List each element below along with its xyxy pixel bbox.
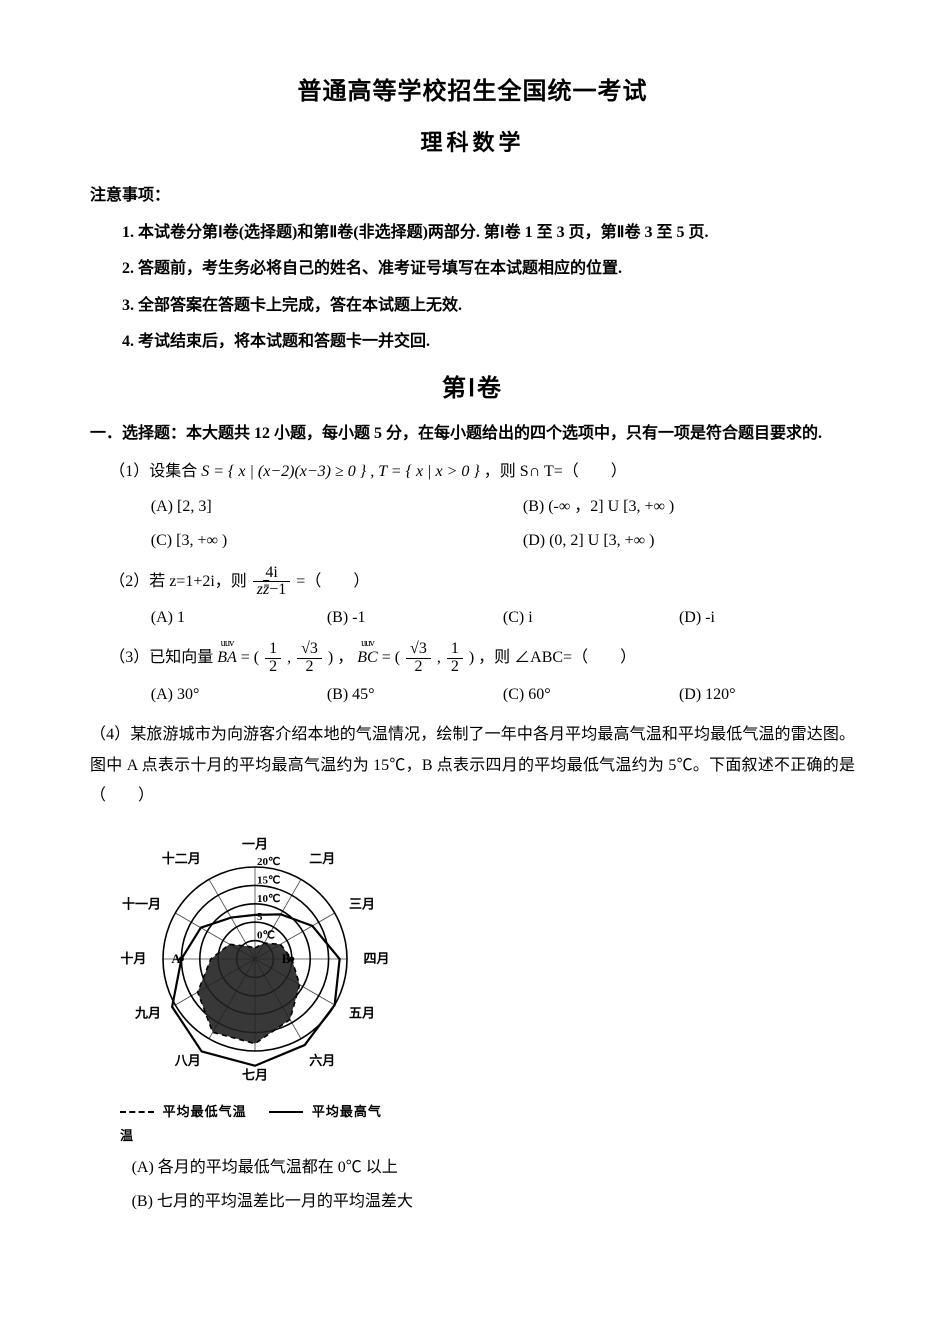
question-3: （3）已知向量 BA = ( 12 , √32 ) ， BC = ( √32 ,… [90, 641, 855, 710]
q3-mid: ， [337, 649, 353, 666]
q2-suffix: =（ ） [296, 572, 369, 589]
svg-text:六月: 六月 [309, 1053, 335, 1068]
option-B: (B) (-∞ ，2] U [3, +∞ ) [523, 492, 855, 522]
q1-prefix: （1）设集合 [109, 463, 201, 480]
svg-text:五月: 五月 [349, 1005, 375, 1020]
q3-prefix: （3）已知向量 [109, 649, 217, 666]
legend-high-label: 平均最高气温 [120, 1104, 382, 1144]
q4-stem: （4）某旅游城市为向游客介绍本地的气温情况，绘制了一年中各月平均最高气温和平均最… [90, 720, 855, 811]
question-2: （2）若 z=1+2i，则 4i zz̄−1 =（ ） (A) 1 (B) -1… [90, 565, 855, 634]
svg-text:5: 5 [257, 911, 263, 923]
svg-text:四月: 四月 [364, 951, 390, 966]
q3-stem: （3）已知向量 BA = ( 12 , √32 ) ， BC = ( √32 ,… [109, 641, 855, 676]
option-D: (D) 120° [679, 680, 855, 710]
notice-heading: 注意事项： [90, 181, 855, 211]
svg-text:一月: 一月 [242, 836, 268, 851]
part-title: 第Ⅰ卷 [90, 367, 855, 413]
notice-item: 3. 全部答案在答题卡上完成，答在本试题上无效. [122, 291, 855, 321]
q2-fraction: 4i zz̄−1 [253, 565, 291, 600]
legend-dash-icon [120, 1111, 154, 1113]
exam-page: 普通高等学校招生全国统一考试 理科数学 注意事项： 1. 本试卷分第Ⅰ卷(选择题… [0, 0, 945, 1337]
svg-text:九月: 九月 [134, 1005, 161, 1020]
option-D: (D) (0, 2] U [3, +∞ ) [523, 526, 855, 556]
svg-text:0℃: 0℃ [257, 929, 275, 941]
page-title: 普通高等学校招生全国统一考试 [90, 70, 855, 116]
q3-BA-value: = ( [241, 649, 259, 666]
svg-text:八月: 八月 [174, 1053, 201, 1068]
svg-text:三月: 三月 [349, 896, 375, 911]
notice-item: 1. 本试卷分第Ⅰ卷(选择题)和第Ⅱ卷(非选择题)两部分. 第Ⅰ卷 1 至 3 … [122, 218, 855, 248]
q2-options: (A) 1 (B) -1 (C) i (D) -i [109, 603, 855, 633]
svg-text:15℃: 15℃ [257, 874, 280, 886]
legend-solid-icon [269, 1111, 303, 1113]
radar-legend: 平均最低气温 平均最高气温 [120, 1100, 390, 1149]
svg-text:七月: 七月 [242, 1067, 268, 1082]
option-C: (C) i [503, 603, 679, 633]
notice-item: 4. 考试结束后，将本试题和答题卡一并交回. [122, 327, 855, 357]
svg-text:十月: 十月 [120, 951, 146, 966]
q1-stem: （1）设集合 S = { x | (x−2)(x−3) ≥ 0 } , T = … [109, 457, 855, 487]
notice-item: 2. 答题前，考生务必将自己的姓名、准考证号填写在本试题相应的位置. [122, 254, 855, 284]
legend-low-label: 平均最低气温 [163, 1104, 247, 1119]
radar-chart: 0℃ 5 10℃ 15℃ 20℃ 一月二月三月四月五月六月七月 八月 九月 十月 十一月 十二月 A B… [120, 820, 390, 1149]
notice-list: 1. 本试卷分第Ⅰ卷(选择题)和第Ⅱ卷(非选择题)两部分. 第Ⅰ卷 1 至 3 … [90, 218, 855, 358]
option-B: (B) 七月的平均温差比一月的平均温差大 [132, 1187, 855, 1217]
svg-text:10℃: 10℃ [257, 892, 280, 904]
option-B: (B) -1 [327, 603, 503, 633]
vector-BC: BC [357, 643, 377, 673]
section-heading: 一．选择题：本大题共 12 小题，每小题 5 分，在每小题给出的四个选项中，只有… [90, 419, 855, 449]
option-A: (A) 30° [151, 680, 327, 710]
q2-frac-den: zz̄−1 [253, 582, 291, 599]
svg-text:十二月: 十二月 [162, 851, 201, 866]
q3-suffix: ，则 ∠ABC=（ ） [478, 649, 636, 666]
q3-options: (A) 30° (B) 45° (C) 60° (D) 120° [109, 680, 855, 710]
q4-options: (A) 各月的平均最低气温都在 0℃ 以上 (B) 七月的平均温差比一月的平均温… [90, 1153, 855, 1218]
page-subtitle: 理科数学 [90, 122, 855, 164]
svg-text:A: A [171, 951, 181, 966]
svg-text:B: B [282, 951, 291, 966]
option-A: (A) [2, 3] [151, 492, 483, 522]
option-C: (C) [3, +∞ ) [151, 526, 483, 556]
question-1: （1）设集合 S = { x | (x−2)(x−3) ≥ 0 } , T = … [90, 457, 855, 556]
option-A: (A) 1 [151, 603, 327, 633]
q2-frac-num: 4i [253, 565, 291, 583]
q1-suffix: ，则 S∩ T=（ ） [484, 463, 627, 480]
option-C: (C) 60° [503, 680, 679, 710]
q1-options: (A) [2, 3] (B) (-∞ ，2] U [3, +∞ ) (C) [3… [109, 492, 855, 557]
svg-text:二月: 二月 [309, 851, 335, 866]
q2-prefix: （2）若 z=1+2i，则 [109, 572, 251, 589]
radar-svg: 0℃ 5 10℃ 15℃ 20℃ 一月二月三月四月五月六月七月 八月 九月 十月 十一月 十二月 A B [120, 820, 390, 1098]
option-B: (B) 45° [327, 680, 503, 710]
vector-BA: BA [217, 643, 237, 673]
option-D: (D) -i [679, 603, 855, 633]
svg-text:十一月: 十一月 [122, 896, 161, 911]
svg-text:20℃: 20℃ [257, 856, 280, 868]
q1-math: S = { x | (x−2)(x−3) ≥ 0 } , T = { x | x… [201, 463, 480, 480]
option-A: (A) 各月的平均最低气温都在 0℃ 以上 [132, 1153, 855, 1183]
q2-stem: （2）若 z=1+2i，则 4i zz̄−1 =（ ） [109, 565, 855, 600]
